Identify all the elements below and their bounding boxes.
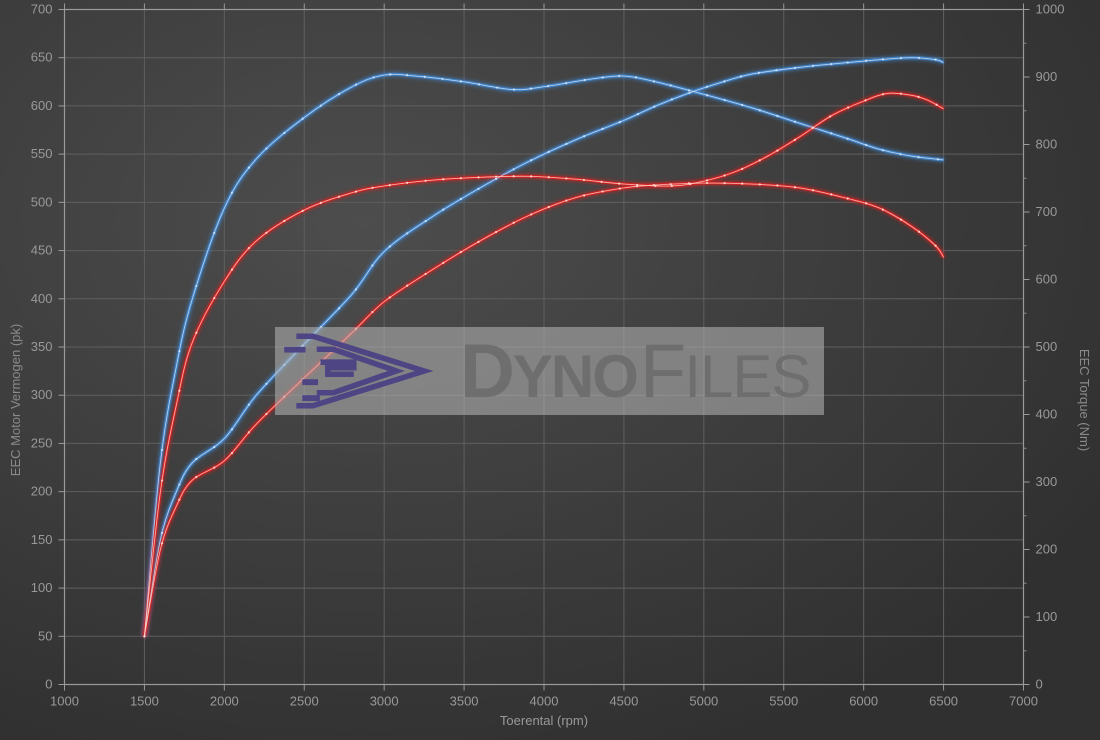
svg-text:50: 50: [38, 628, 52, 643]
svg-text:400: 400: [31, 291, 53, 306]
svg-text:550: 550: [31, 146, 53, 161]
svg-text:200: 200: [31, 484, 53, 499]
svg-text:650: 650: [31, 50, 53, 65]
svg-text:100: 100: [1036, 609, 1058, 624]
svg-text:500: 500: [1036, 339, 1058, 354]
svg-text:3000: 3000: [370, 694, 399, 709]
svg-text:700: 700: [1036, 204, 1058, 219]
svg-text:1500: 1500: [130, 694, 159, 709]
svg-text:EEC Motor Vermogen (pk): EEC Motor Vermogen (pk): [8, 324, 23, 476]
svg-text:300: 300: [31, 387, 53, 402]
svg-text:700: 700: [31, 2, 53, 17]
svg-text:6500: 6500: [929, 694, 958, 709]
svg-text:900: 900: [1036, 69, 1058, 84]
svg-text:0: 0: [45, 677, 52, 692]
svg-text:6000: 6000: [849, 694, 878, 709]
svg-text:300: 300: [1036, 474, 1058, 489]
svg-text:400: 400: [1036, 407, 1058, 422]
svg-text:1000: 1000: [50, 694, 79, 709]
svg-text:0: 0: [1036, 677, 1043, 692]
svg-text:7000: 7000: [1009, 694, 1038, 709]
svg-text:EEC Torque (Nm): EEC Torque (Nm): [1077, 349, 1092, 451]
svg-text:250: 250: [31, 435, 53, 450]
svg-text:2000: 2000: [210, 694, 239, 709]
svg-text:200: 200: [1036, 542, 1058, 557]
svg-text:2500: 2500: [290, 694, 319, 709]
svg-text:350: 350: [31, 339, 53, 354]
svg-text:600: 600: [31, 98, 53, 113]
svg-text:4000: 4000: [530, 694, 559, 709]
svg-text:800: 800: [1036, 137, 1058, 152]
svg-text:500: 500: [31, 194, 53, 209]
svg-text:4500: 4500: [609, 694, 638, 709]
svg-text:600: 600: [1036, 272, 1058, 287]
svg-text:100: 100: [31, 580, 53, 595]
svg-text:5000: 5000: [689, 694, 718, 709]
svg-text:450: 450: [31, 243, 53, 258]
svg-text:Toerental (rpm): Toerental (rpm): [500, 713, 588, 728]
svg-text:150: 150: [31, 532, 53, 547]
svg-text:1000: 1000: [1036, 2, 1065, 17]
svg-text:3500: 3500: [450, 694, 479, 709]
svg-text:5500: 5500: [769, 694, 798, 709]
